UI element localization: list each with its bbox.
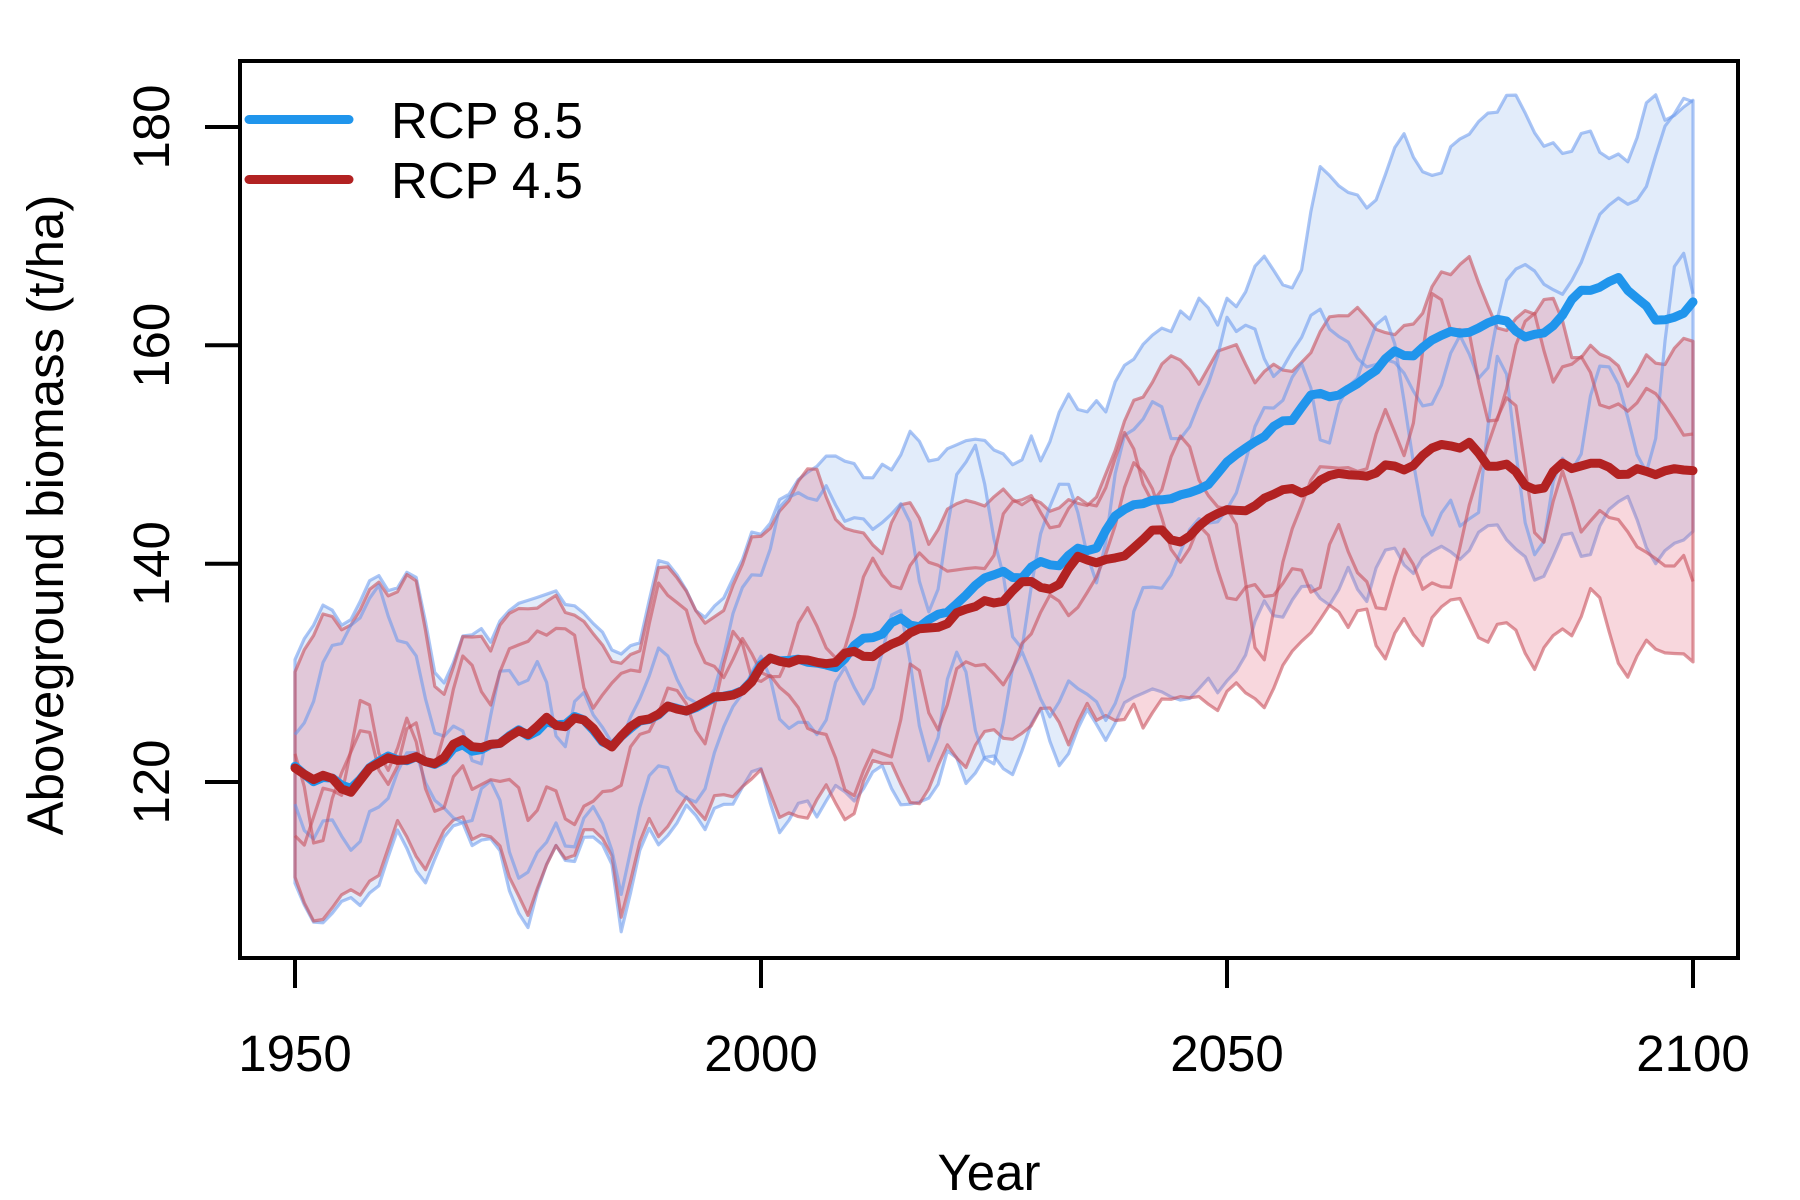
svg-text:Aboveground biomass (t/ha): Aboveground biomass (t/ha) (17, 195, 74, 836)
svg-text:2050: 2050 (1170, 1025, 1283, 1082)
svg-text:RCP 8.5: RCP 8.5 (391, 92, 583, 149)
svg-text:1950: 1950 (238, 1025, 351, 1082)
svg-text:160: 160 (123, 303, 180, 388)
svg-text:120: 120 (123, 739, 180, 824)
svg-text:RCP 4.5: RCP 4.5 (391, 152, 583, 209)
svg-text:2000: 2000 (704, 1025, 817, 1082)
svg-text:180: 180 (123, 84, 180, 169)
svg-text:140: 140 (123, 521, 180, 606)
svg-text:Year: Year (937, 1144, 1040, 1200)
svg-text:2100: 2100 (1636, 1025, 1749, 1082)
